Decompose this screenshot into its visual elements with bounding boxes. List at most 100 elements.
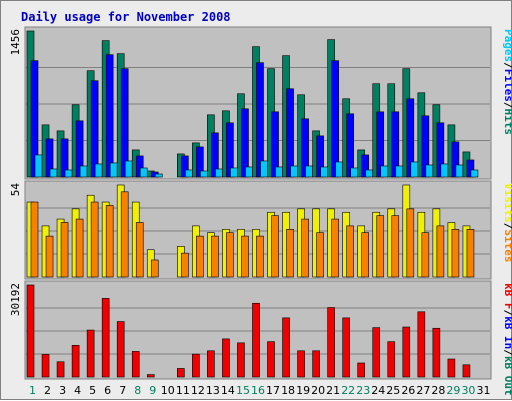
bar-kb-f-day-25: [387, 341, 396, 378]
bar-pages-day-25: [395, 165, 404, 178]
x-tick-label-day-9: 9: [149, 384, 156, 397]
bar-files-day-25: [391, 111, 400, 178]
bar-kb-f-day-6: [101, 298, 110, 378]
bar-sites-day-8: [135, 222, 144, 278]
x-tick-label-day-11: 11: [176, 384, 190, 397]
bar-kb-f-day-8: [131, 351, 140, 378]
bar-sites-day-5: [90, 201, 99, 278]
bar-kb-f-day-16: [252, 302, 260, 378]
bar-pages-day-5: [94, 163, 103, 178]
bar-pages-day-6: [109, 162, 118, 178]
legend-entry-files: Files: [502, 69, 512, 102]
bar-sites-day-4: [75, 218, 84, 278]
bar-kb-f-day-22: [342, 317, 350, 378]
bar-pages-day-1: [34, 154, 43, 178]
bar-kb-f-day-12: [192, 353, 200, 378]
bar-files-day-23: [361, 154, 370, 178]
x-tick-label-day-1: 1: [29, 384, 36, 397]
bar-kb-f-day-17: [267, 341, 275, 378]
bar-sites-day-17: [271, 215, 279, 278]
bar-sites-day-24: [376, 215, 385, 278]
bar-sites-day-12: [196, 235, 204, 278]
bar-pages-day-15: [245, 166, 253, 178]
x-tick-label-day-12: 12: [191, 384, 205, 397]
bar-sites-day-30: [466, 228, 475, 278]
bar-pages-day-7: [124, 160, 133, 178]
legend-separator: /: [502, 102, 512, 109]
legend-separator: /: [502, 223, 512, 230]
chart-title: Daily usage for November 2008: [21, 10, 231, 24]
legend-hits-files-pages: Pages/Files/Hits: [502, 29, 512, 135]
bar-files-day-28: [436, 122, 445, 178]
x-tick-label-day-27: 27: [416, 384, 430, 397]
x-tick-label-day-10: 10: [161, 384, 175, 397]
bar-kb-f-day-3: [56, 361, 65, 378]
x-tick-label-day-6: 6: [104, 384, 111, 397]
x-tick-label-day-20: 20: [311, 384, 325, 397]
bar-sites-day-23: [361, 232, 370, 278]
bar-sites-day-14: [226, 232, 234, 278]
bar-pages-day-13: [215, 168, 223, 178]
bar-sites-day-29: [451, 228, 460, 278]
bar-kb-f-day-28: [432, 327, 441, 378]
bar-kb-f-day-29: [447, 358, 456, 378]
bar-files-day-22: [346, 113, 354, 178]
x-tick-label-day-5: 5: [89, 384, 96, 397]
bar-sites-day-25: [391, 215, 400, 278]
bar-pages-day-2: [49, 168, 58, 178]
bar-pages-day-8: [139, 167, 148, 178]
bar-files-day-16: [256, 62, 264, 178]
bar-files-day-30: [466, 159, 475, 178]
bar-files-day-13: [211, 132, 219, 178]
legend-separator: /: [502, 62, 512, 69]
y-max-label-hits-files-pages: 1456: [9, 29, 22, 56]
bar-pages-day-16: [260, 160, 268, 178]
legend-entry-pages: Pages: [502, 29, 512, 62]
bar-kb-f-day-20: [312, 350, 320, 378]
x-tick-label-day-16: 16: [251, 384, 265, 397]
bar-kb-f-day-30: [462, 364, 471, 378]
bar-files-day-8: [135, 155, 144, 178]
bar-sites-day-22: [346, 225, 354, 278]
bar-pages-day-11: [185, 169, 193, 178]
bar-files-day-27: [421, 115, 430, 178]
x-tick-label-day-13: 13: [206, 384, 220, 397]
x-tick-label-day-7: 7: [119, 384, 126, 397]
bar-files-day-26: [406, 98, 415, 178]
bar-sites-day-15: [241, 235, 249, 278]
bar-sites-day-9: [150, 259, 159, 278]
bar-kb-f-day-19: [297, 350, 305, 378]
bar-files-day-12: [196, 146, 204, 178]
bar-pages-day-24: [380, 165, 389, 178]
bar-sites-day-7: [120, 191, 129, 278]
bar-files-day-3: [60, 138, 69, 178]
y-max-label-visits-sites: 54: [9, 183, 22, 197]
x-tick-label-day-8: 8: [134, 384, 141, 397]
bar-pages-day-19: [305, 165, 313, 178]
legend-separator: /: [502, 310, 512, 317]
legend-entry-kb-f: kB F: [502, 283, 512, 310]
bar-pages-day-27: [425, 164, 434, 178]
bar-files-day-14: [226, 122, 234, 178]
bar-sites-day-19: [301, 218, 309, 278]
bar-kb-f-day-26: [402, 326, 411, 378]
legend-separator: /: [502, 349, 512, 356]
bar-files-day-15: [241, 108, 249, 178]
bar-sites-day-2: [45, 235, 54, 278]
legend-entry-kb-out: kB Out: [502, 356, 512, 396]
legend-entry-hits: Hits: [502, 109, 512, 136]
bar-pages-day-20: [320, 166, 328, 178]
bar-pages-day-12: [200, 170, 208, 178]
x-tick-label-day-15: 15: [236, 384, 250, 397]
y-max-label-kbytes: 30192: [9, 283, 22, 316]
x-tick-label-day-24: 24: [371, 384, 385, 397]
bar-files-day-1: [30, 60, 39, 178]
legend-entry-sites: Sites: [502, 229, 512, 262]
bar-files-day-20: [316, 135, 324, 178]
bar-kb-f-day-14: [222, 338, 230, 378]
bar-files-day-21: [331, 60, 339, 178]
bar-pages-day-18: [290, 165, 298, 178]
x-tick-label-day-30: 30: [461, 384, 475, 397]
legend-entry-kb-in: kB In: [502, 316, 512, 349]
